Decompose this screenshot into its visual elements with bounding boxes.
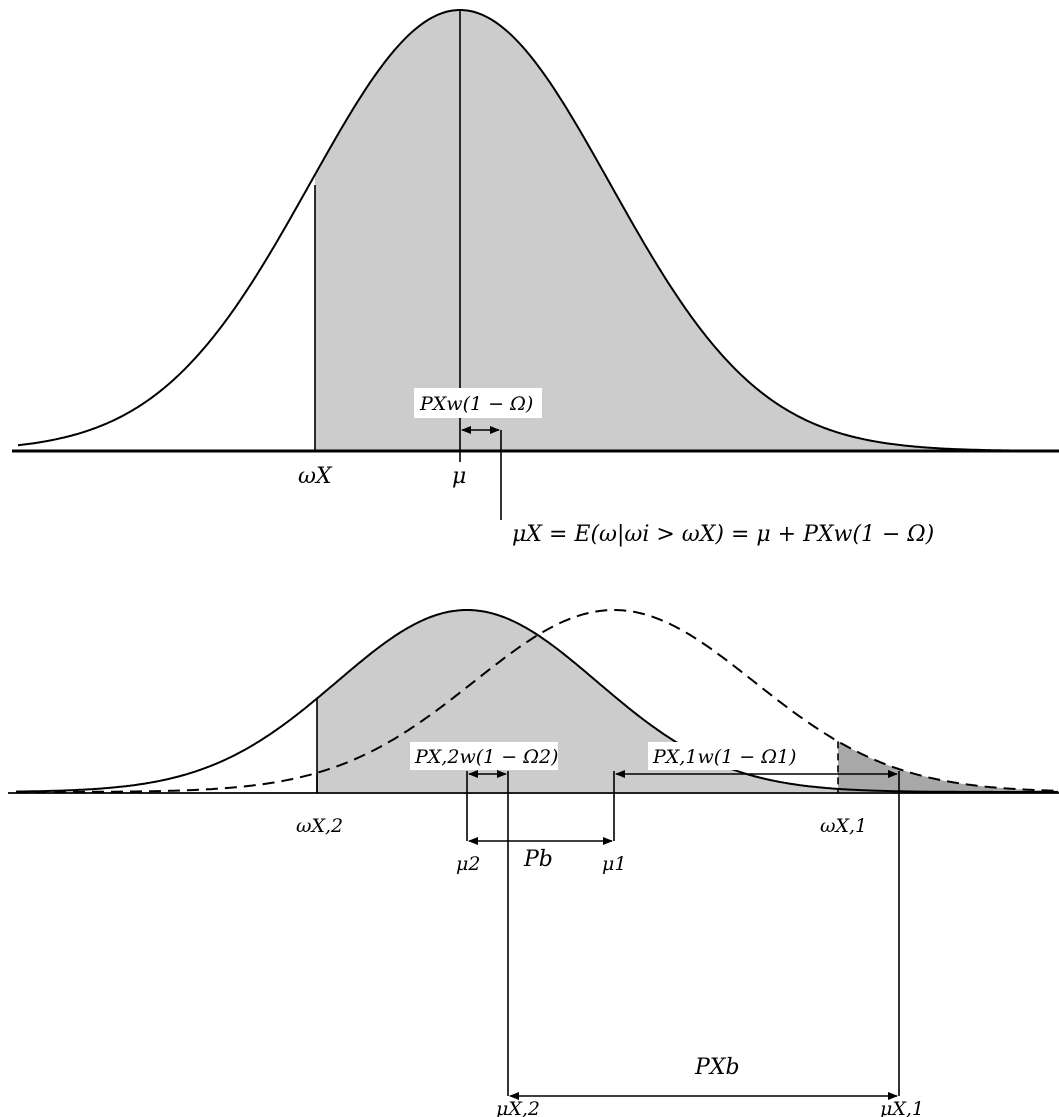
- omega-x2-label: ωX,2: [296, 815, 343, 837]
- mu1-label: μ1: [602, 853, 626, 875]
- density-curve: [17, 9, 1058, 452]
- omega-x-label: ωX: [298, 464, 333, 489]
- mu2-label: μ2: [456, 853, 480, 875]
- offset-2-label: PX,2w(1 − Ω2): [414, 746, 558, 768]
- mu-x2-label: μX,2: [496, 1098, 540, 1117]
- mu-x1-label: μX,1: [880, 1098, 924, 1117]
- p-x-b-label: PXb: [694, 1055, 740, 1080]
- density-curve-1-dashed: [16, 609, 1058, 793]
- top-panel: PXw(1 − Ω) ωX μ μX = E(ω|ωi > ωX) = μ + …: [12, 9, 1059, 547]
- offset-label-box: [414, 388, 542, 418]
- truncated-area-shade-1: [838, 741, 1059, 792]
- offset-1-label-box: [648, 742, 790, 770]
- density-curve-2: [15, 609, 1058, 793]
- bottom-panel: PX,2w(1 − Ω2) PX,1w(1 − Ω1) ωX,2 ωX,1 μ2…: [8, 609, 1059, 1117]
- offset-1-label: PX,1w(1 − Ω1): [652, 746, 796, 768]
- mu-x-equation: μX = E(ω|ωi > ωX) = μ + PXw(1 − Ω): [512, 522, 934, 547]
- mu-label: μ: [452, 464, 466, 489]
- offset-2-label-box: [410, 742, 558, 770]
- offset-label: PXw(1 − Ω): [419, 393, 533, 415]
- truncated-area-shade: [315, 10, 1059, 451]
- omega-x1-label: ωX,1: [820, 815, 867, 837]
- p-b-label: Pb: [523, 847, 553, 872]
